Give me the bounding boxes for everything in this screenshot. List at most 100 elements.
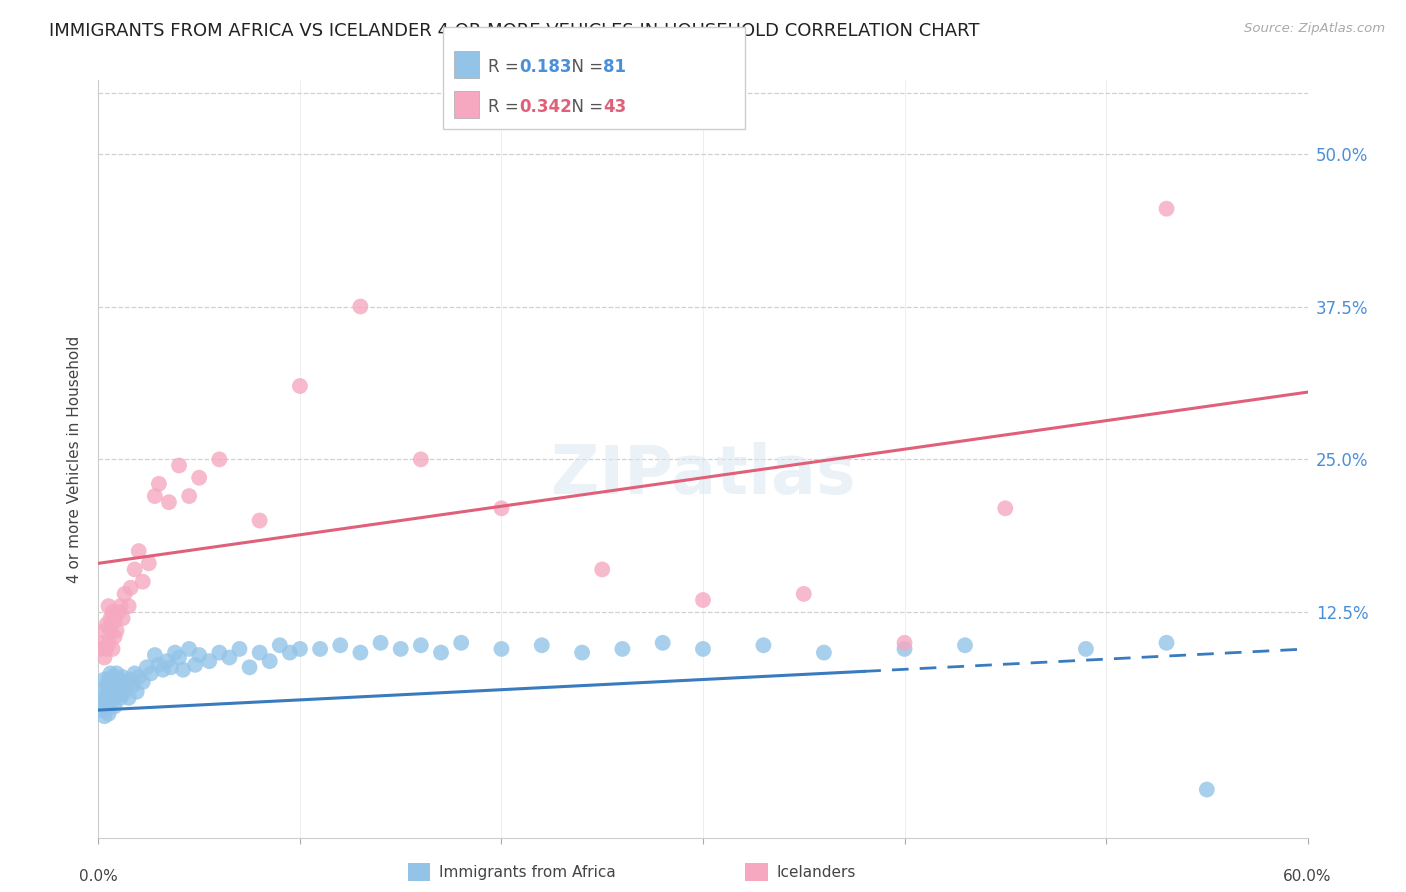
Point [96,642,118,657]
Text: 81: 81 [603,58,626,76]
Point [329,638,352,652]
Point [135,660,157,674]
Point [100,624,122,638]
Point [111,611,134,625]
Point [893,642,915,657]
Point [120,581,142,595]
Point [160,660,183,674]
Point [103,699,125,714]
Point [105,687,128,701]
Point [259,654,281,668]
Point [167,458,190,473]
Point [89,642,111,657]
Point [93,690,115,705]
Point [249,514,271,528]
Point [288,379,311,393]
Point [138,557,160,571]
Point [100,611,122,625]
Point [218,650,240,665]
Point [97,673,120,687]
Point [105,666,128,681]
Point [111,687,134,701]
Text: Source: ZipAtlas.com: Source: ZipAtlas.com [1244,22,1385,36]
Point [612,642,634,657]
Point [349,646,371,660]
Point [118,690,141,705]
Point [107,684,129,698]
Point [409,638,432,652]
Point [430,646,453,660]
Point [103,630,125,644]
Point [571,646,593,660]
Point [97,636,120,650]
Point [530,638,553,652]
Point [188,471,211,485]
Text: N =: N = [561,58,609,76]
Point [110,690,132,705]
Point [118,599,141,614]
Point [107,673,129,687]
Point [793,587,815,601]
Point [115,675,138,690]
Point [120,673,142,687]
Point [111,670,134,684]
Point [269,638,291,652]
Point [100,679,122,693]
Point [125,684,148,698]
Point [128,670,150,684]
Point [1195,782,1218,797]
Point [1156,636,1178,650]
Point [103,614,125,628]
Point [188,648,211,662]
Point [228,642,250,657]
Point [389,642,412,657]
Point [591,562,613,576]
Point [370,636,392,650]
Point [163,646,186,660]
Text: 0.0%: 0.0% [79,869,118,884]
Point [114,587,136,601]
Point [752,638,775,652]
Text: IMMIGRANTS FROM AFRICA VS ICELANDER 4 OR MORE VEHICLES IN HOUSEHOLD CORRELATION : IMMIGRANTS FROM AFRICA VS ICELANDER 4 OR… [49,22,980,40]
Point [172,663,194,677]
Text: Immigrants from Africa: Immigrants from Africa [439,865,616,880]
Point [994,501,1017,516]
Point [132,675,155,690]
Point [103,679,125,693]
Point [121,679,143,693]
Point [93,709,115,723]
Point [1156,202,1178,216]
Point [156,654,179,668]
Point [128,544,150,558]
Text: Icelanders: Icelanders [776,865,855,880]
Point [93,673,115,687]
Point [91,703,114,717]
Point [124,666,146,681]
Point [450,636,472,650]
Point [97,599,120,614]
Y-axis label: 4 or more Vehicles in Household: 4 or more Vehicles in Household [67,335,83,583]
Text: 43: 43 [603,98,627,116]
Point [110,675,132,690]
Point [101,670,124,684]
Point [93,650,115,665]
Text: R =: R = [488,98,524,116]
Point [152,663,174,677]
Text: 60.0%: 60.0% [1284,869,1331,884]
Point [101,605,124,619]
Point [110,599,132,614]
Point [208,646,231,660]
Point [114,682,136,697]
Point [132,574,155,589]
Text: 0.342: 0.342 [519,98,572,116]
Point [91,684,114,698]
Point [101,684,124,698]
Point [491,501,513,516]
Point [143,648,166,662]
Point [409,452,432,467]
Point [198,654,221,668]
Point [148,476,170,491]
Point [239,660,262,674]
Point [93,624,115,638]
Point [100,697,122,711]
